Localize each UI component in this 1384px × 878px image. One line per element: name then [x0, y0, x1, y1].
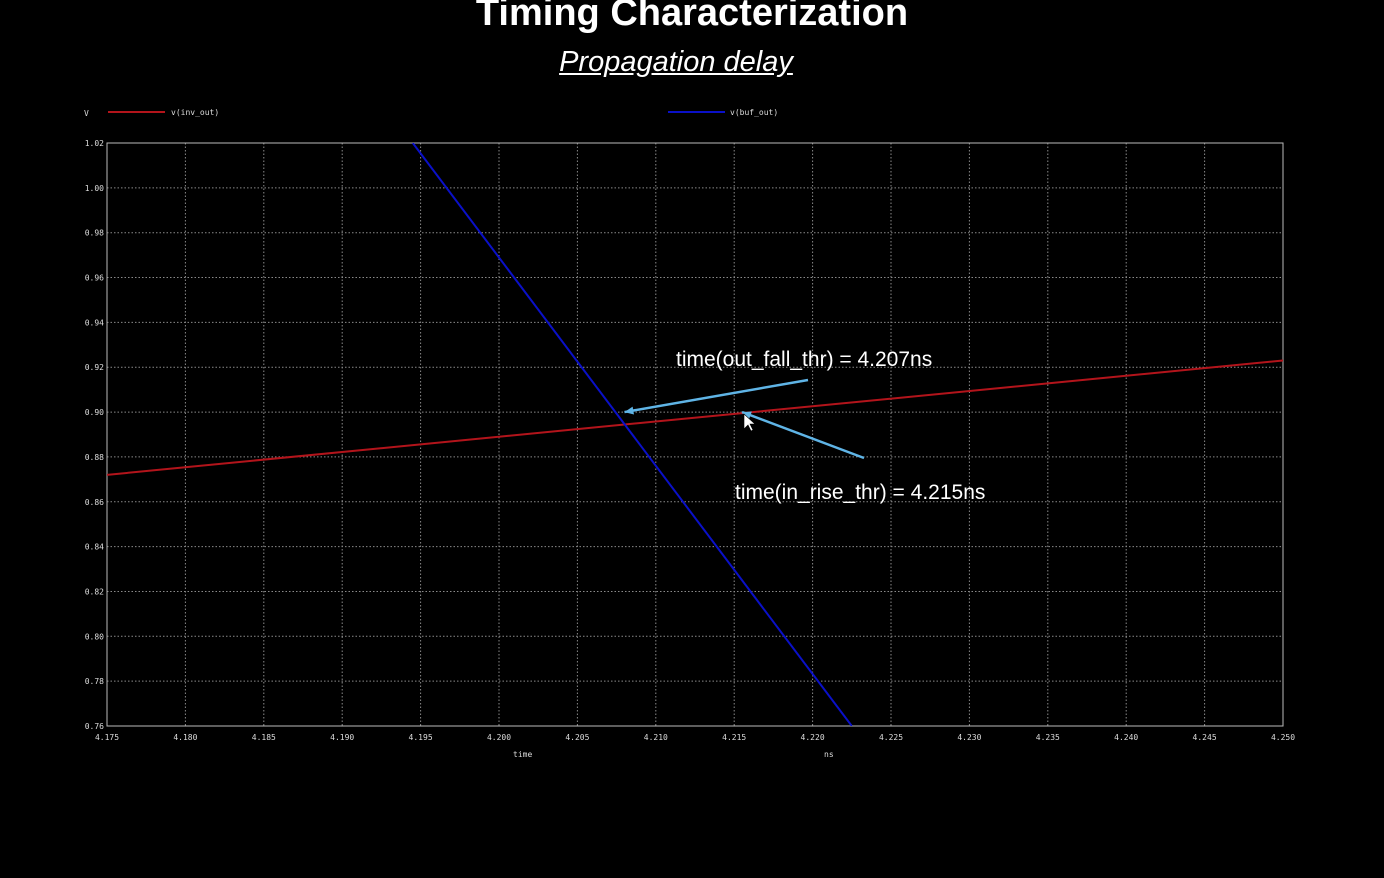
- series-line-v-inv-out-: [107, 359, 1283, 476]
- x-axis-label: time: [513, 750, 532, 759]
- x-tick-label: 4.250: [1271, 733, 1295, 742]
- mouse-cursor-icon: [743, 413, 756, 432]
- y-tick-label: 0.96: [85, 274, 104, 283]
- x-tick-label: 4.215: [722, 733, 746, 742]
- y-tick-label: 0.76: [85, 722, 104, 731]
- x-unit-label: ns: [824, 750, 834, 759]
- x-tick-label: 4.230: [957, 733, 981, 742]
- x-tick-label: 4.240: [1114, 733, 1138, 742]
- y-unit-label: V: [84, 109, 89, 118]
- x-tick-label: 4.205: [565, 733, 589, 742]
- annotations: time(out_fall_thr) = 4.207ns time(in_rise…: [624, 348, 985, 504]
- legend-label: v(inv_out): [171, 108, 219, 117]
- annotation-arrowhead: [742, 411, 752, 419]
- series-line-v-buf-out-: [411, 143, 853, 726]
- slide-title: Timing Characterization: [475, 0, 909, 34]
- x-tick-label: 4.235: [1036, 733, 1060, 742]
- plot-grid: [106, 142, 1284, 727]
- y-tick-label: 1.00: [85, 184, 104, 193]
- plot-series: [107, 143, 1283, 726]
- y-tick-label: 0.94: [85, 318, 104, 327]
- x-tick-label: 4.185: [252, 733, 276, 742]
- legend: v(inv_out) v(buf_out): [108, 108, 778, 117]
- y-tick-label: 0.82: [85, 587, 104, 596]
- slide-subtitle: Propagation delay: [559, 46, 793, 78]
- x-tick-label: 4.180: [173, 733, 197, 742]
- x-tick-label: 4.225: [879, 733, 903, 742]
- y-tick-label: 0.92: [85, 363, 104, 372]
- x-tick-label: 4.245: [1193, 733, 1217, 742]
- y-tick-label: 0.98: [85, 229, 104, 238]
- y-tick-label: 0.80: [85, 632, 104, 641]
- annotation-arrow-line: [741, 410, 865, 460]
- y-tick-label: 0.84: [85, 543, 104, 552]
- x-tick-label: 4.220: [801, 733, 825, 742]
- x-tick-label: 4.200: [487, 733, 511, 742]
- x-tick-label: 4.175: [95, 733, 119, 742]
- y-tick-label: 0.78: [85, 677, 104, 686]
- axis-ticks: 4.175 4.180 4.185 4.190 4.195 4.200 4.205 4.210…: [85, 139, 1295, 742]
- y-tick-label: 0.88: [85, 453, 104, 462]
- y-tick-label: 0.86: [85, 498, 104, 507]
- y-tick-label: 1.02: [85, 139, 104, 148]
- annotation-arrow-line: [624, 378, 809, 414]
- annotation-label: time(in_rise_thr) = 4.215ns: [735, 481, 985, 504]
- annotation-label: time(out_fall_thr) = 4.207ns: [676, 348, 932, 371]
- plot-frame: [106, 142, 1284, 727]
- y-tick-label: 0.90: [85, 408, 104, 417]
- x-tick-label: 4.195: [409, 733, 433, 742]
- legend-label: v(buf_out): [730, 108, 778, 117]
- x-tick-label: 4.210: [644, 733, 668, 742]
- annotation-arrowhead: [624, 406, 634, 415]
- x-tick-label: 4.190: [330, 733, 354, 742]
